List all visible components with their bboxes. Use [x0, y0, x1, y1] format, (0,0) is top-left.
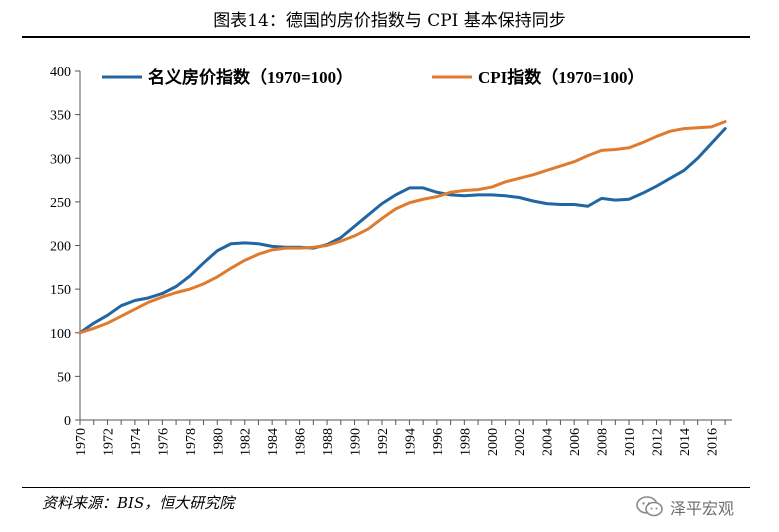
- x-tick-label: 2010: [623, 428, 638, 456]
- x-tick-label: 2008: [596, 428, 611, 456]
- legend-label-0: 名义房价指数（1970=100）: [148, 67, 353, 87]
- footer-rule: [22, 487, 750, 488]
- y-tick-label: 350: [50, 109, 71, 124]
- series-line-1: [78, 120, 727, 335]
- y-tick-label: 0: [64, 414, 71, 429]
- source-note: 资料来源：BIS，恒大研究院: [42, 494, 235, 512]
- x-tick-label: 2004: [541, 428, 556, 456]
- y-tick-label: 200: [50, 240, 71, 255]
- x-tick-label: 1978: [184, 428, 199, 456]
- y-tick-label: 400: [50, 65, 71, 80]
- x-tick-label: 1976: [156, 428, 171, 456]
- x-tick-label: 2000: [486, 428, 501, 456]
- x-tick-label: 2006: [568, 428, 583, 456]
- y-tick-label: 250: [50, 196, 71, 211]
- x-tick-label: 1972: [101, 428, 116, 456]
- legend: 名义房价指数（1970=100） CPI指数（1970=100）: [102, 67, 644, 87]
- y-tick-label: 100: [50, 327, 71, 342]
- x-tick-label: 1988: [321, 428, 336, 456]
- x-axis: 1970 1972 1974 1976 1978 1980 1982 1984 1986 1988…: [74, 419, 732, 456]
- x-tick-label: 1998: [458, 428, 473, 456]
- x-tick-label: 2014: [678, 428, 693, 456]
- x-tick-label: 1990: [349, 428, 364, 456]
- wechat-icon: [636, 496, 663, 517]
- series-lines: [78, 120, 727, 335]
- x-tick-label: 1994: [403, 428, 418, 456]
- x-tick-label: 1986: [294, 428, 309, 456]
- y-axis: 0 50 100 150 200 250 300 350 400: [50, 65, 81, 429]
- x-tick-label: 2012: [651, 428, 666, 456]
- legend-label-1: CPI指数（1970=100）: [478, 67, 644, 87]
- watermark-text: 泽平宏观: [670, 499, 735, 518]
- x-tick-label: 1996: [431, 428, 446, 456]
- y-tick-label: 150: [50, 283, 71, 298]
- x-tick-label: 1982: [239, 428, 254, 456]
- y-tick-label: 300: [50, 152, 71, 167]
- x-tick-label: 1992: [376, 428, 391, 456]
- x-tick-label: 1970: [74, 428, 89, 456]
- page-title: 图表14：德国的房价指数与 CPI 基本保持同步: [213, 11, 566, 31]
- x-tick-label: 2002: [513, 428, 528, 456]
- x-tick-label: 1980: [211, 428, 226, 456]
- title-rule: [22, 36, 750, 38]
- y-tick-label: 50: [57, 370, 71, 385]
- x-tick-label: 1984: [266, 428, 281, 456]
- x-tick-label: 2016: [705, 428, 720, 456]
- series-line-0: [78, 127, 727, 335]
- x-tick-label: 1974: [129, 428, 144, 456]
- watermark: 泽平宏观: [636, 490, 734, 524]
